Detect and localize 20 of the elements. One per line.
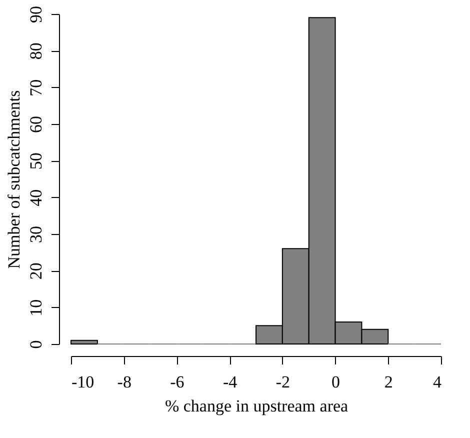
x-tick-label: 0 <box>332 372 340 392</box>
x-axis-title: % change in upstream area <box>164 396 349 416</box>
x-tick-label: -4 <box>222 372 238 392</box>
y-tick-label: 30 <box>26 226 46 243</box>
y-tick-label: 40 <box>26 189 46 206</box>
x-tick-label: -6 <box>170 372 184 392</box>
y-tick-label: 0 <box>26 340 46 349</box>
x-tick-label: 2 <box>384 372 393 392</box>
x-tick-label: -2 <box>276 372 290 392</box>
x-tick-label: 4 <box>433 372 442 392</box>
y-tick-label: 70 <box>26 79 46 96</box>
y-tick-label: 80 <box>26 42 46 60</box>
y-axis-title: Number of subcatchments <box>4 90 24 269</box>
y-tick-label: 60 <box>26 116 46 133</box>
x-tick-label: -10 <box>72 372 94 392</box>
x-tick-label: -8 <box>117 372 132 392</box>
y-tick-label: 20 <box>26 262 46 280</box>
y-tick-label: 90 <box>26 6 46 23</box>
y-tick-label: 10 <box>26 299 46 316</box>
y-tick-label: 50 <box>26 152 46 170</box>
